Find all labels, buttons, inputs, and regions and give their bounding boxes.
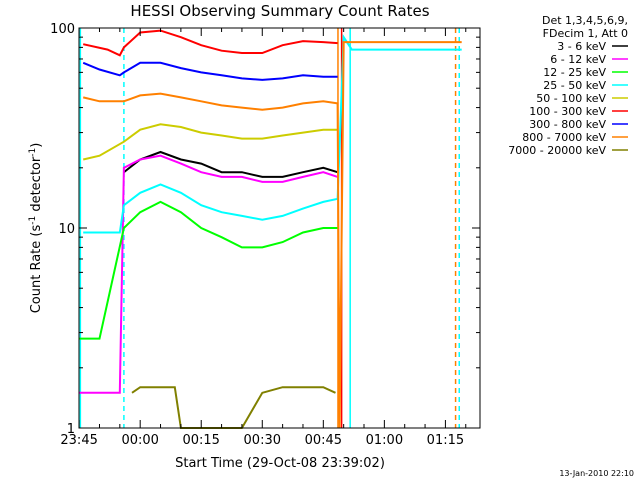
x-tick-label-0: 23:45 [60, 433, 97, 448]
series-line-4 [82, 123, 338, 161]
x-tick-label-1: 00:00 [121, 433, 158, 448]
legend-title-0: Det 1,3,4,5,6,9, [542, 14, 628, 27]
y-axis-label-sup2: -1 [28, 148, 38, 157]
y-tick-label-0: 1 [67, 422, 75, 437]
legend-label-2: 12 - 25 keV [543, 66, 606, 79]
x-tick-label-6: 01:15 [427, 433, 464, 448]
series-line-8 [131, 386, 336, 429]
series-line-5 [82, 29, 338, 57]
legend-label-0: 3 - 6 keV [557, 40, 606, 53]
y-tick-label-1: 10 [58, 222, 75, 237]
y-axis-label: Count Rate (s-1 detector-1) [28, 143, 44, 314]
legend-label-3: 25 - 50 keV [543, 79, 606, 92]
y-axis-label-part1: Count Rate (s [29, 225, 44, 314]
x-axis-label: Start Time (29-Oct-08 23:39:02) [175, 456, 385, 471]
legend-label-1: 6 - 12 keV [550, 53, 606, 66]
footer-date: 13-Jan-2010 22:10 [559, 469, 634, 478]
y-axis-label-part2: detector [29, 156, 44, 216]
legend-label-5: 100 - 300 keV [529, 105, 606, 118]
y-axis-label-end: ) [29, 143, 44, 148]
series-line-1 [79, 154, 338, 394]
legend-label-7: 800 - 7000 keV [522, 131, 606, 144]
y-axis-label-sup1: -1 [28, 216, 38, 225]
legend: Det 1,3,4,5,6,9,FDecim 1, Att 03 - 6 keV… [508, 14, 628, 157]
legend-label-6: 300 - 800 keV [529, 118, 606, 131]
series-line-3 [83, 34, 462, 234]
series-line-0 [123, 150, 338, 178]
legend-label-8: 7000 - 20000 keV [508, 144, 606, 157]
plot-frame [78, 27, 481, 429]
axes: 23:45 00:00 00:15 00:30 00:45 01:00 01:15 1 10 10… [50, 22, 481, 448]
x-tick-label-5: 01:00 [366, 433, 403, 448]
legend-label-4: 50 - 100 keV [536, 92, 606, 105]
x-tick-label-4: 00:45 [305, 433, 342, 448]
series-line-7 [82, 41, 462, 429]
y-tick-label-2: 100 [50, 22, 75, 37]
series-line-6 [82, 61, 338, 81]
legend-title-1: FDecim 1, Att 0 [543, 27, 628, 40]
series-line-2 [79, 200, 338, 340]
x-tick-label-2: 00:15 [182, 433, 219, 448]
chart-title: HESSI Observing Summary Count Rates [130, 2, 429, 20]
plot-area [79, 28, 462, 429]
x-tick-label-3: 00:30 [244, 433, 281, 448]
